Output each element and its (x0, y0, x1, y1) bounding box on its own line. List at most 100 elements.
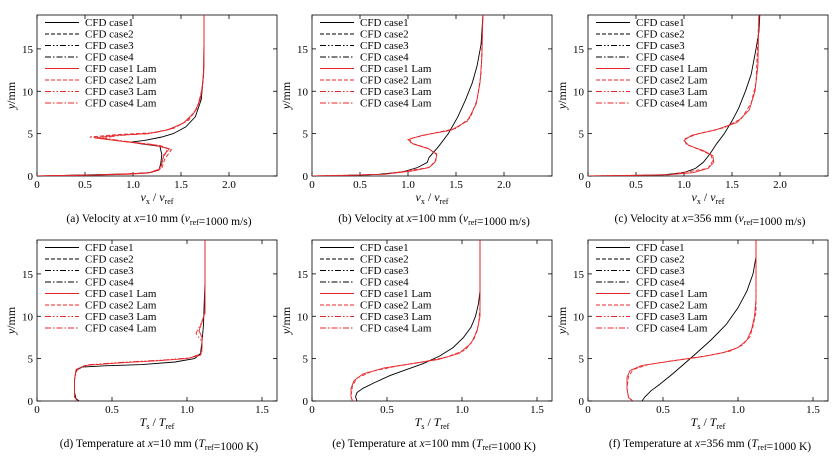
svg-text:vx / vref: vx / vref (692, 190, 725, 206)
series-line-cfd-case1-lam (350, 240, 481, 401)
x-axis-label: Ts / Tref (415, 415, 450, 431)
legend-entry: CFD case2 Lam (636, 300, 708, 312)
x-tick-label: 0 (585, 179, 591, 191)
x-tick-label: 0.5 (629, 179, 643, 191)
y-tick-label: 5 (579, 354, 585, 366)
x-axis-label: Ts / Tref (140, 415, 175, 431)
plot-frame (587, 239, 829, 402)
plot-frame (311, 14, 553, 177)
legend-entry: CFD case3 (85, 40, 134, 52)
series-line-cfd-case1 (641, 240, 757, 401)
legend-entry: CFD case3 Lam (360, 311, 432, 323)
x-tick-label: 0 (309, 179, 315, 191)
x-tick-label: 1.0 (677, 179, 691, 191)
legend-entry: CFD case3 (636, 40, 685, 52)
y-tick-label: 10 (573, 86, 585, 98)
y-axis-label: y/mm (4, 306, 18, 335)
legend-entry: CFD case2 Lam (360, 300, 432, 312)
y-tick-label: 5 (28, 129, 34, 141)
x-tick-label: 1.5 (806, 404, 820, 416)
panel-b: 0 0.5 1.0 1.5 2.0 0 5 10 15 vx / vref y/mm CFD case… (279, 14, 553, 228)
y-tick-label: 15 (22, 269, 34, 281)
legend-entry: CFD case4 Lam (360, 323, 432, 335)
x-tick-label: 0.5 (380, 404, 394, 416)
panel-caption: (f) Temperature at x=356 mm (Tref=1000 K… (609, 438, 811, 453)
x-axis-label: vx / vref (141, 190, 174, 206)
x-tick-label: 1.0 (401, 179, 415, 191)
x-tick-label: 2.0 (222, 179, 236, 191)
legend-entry: CFD case4 Lam (360, 98, 432, 110)
legend-entry: CFD case3 (360, 40, 409, 52)
legend-entry: CFD case4 (85, 52, 134, 64)
panel-caption: (b) Velocity at x=100 mm (vref=1000 m/s) (338, 213, 530, 228)
legend-entry: CFD case4 (636, 277, 685, 289)
legend-entry: CFD case4 Lam (85, 98, 157, 110)
y-tick-label: 0 (28, 171, 34, 183)
legend-entry: CFD case1 (85, 242, 134, 254)
svg-text:Ts / Tref: Ts / Tref (691, 415, 726, 431)
x-tick-label: 1.5 (530, 404, 544, 416)
x-tick-label: 0 (34, 404, 40, 416)
x-tick-label: 1.0 (180, 404, 194, 416)
legend-entry: CFD case2 (360, 29, 409, 41)
x-tick-label: 1.5 (174, 179, 188, 191)
svg-text:vx / vref: vx / vref (416, 190, 449, 206)
svg-text:Ts / Tref: Ts / Tref (140, 415, 175, 431)
y-axis-label: y/mm (279, 306, 293, 335)
y-tick-label: 15 (22, 44, 34, 56)
series-line-cfd-case4-lam (37, 15, 205, 176)
x-axis-label: vx / vref (692, 190, 725, 206)
legend-entry: CFD case2 Lam (636, 75, 708, 87)
x-tick-label: 1.0 (455, 404, 469, 416)
y-axis-label: y/mm (555, 81, 569, 110)
legend-entry: CFD case4 Lam (636, 323, 708, 335)
x-axis-label: Ts / Tref (691, 415, 726, 431)
x-tick-label: 1.0 (126, 179, 140, 191)
y-tick-label: 10 (297, 86, 309, 98)
plot-frame (587, 14, 829, 177)
series-line-cfd-case2-lam (350, 240, 481, 401)
legend-entry: CFD case1 Lam (636, 63, 708, 75)
panel-a: 0 0.5 1.0 1.5 2.0 0 5 10 15 vx / vref y/mm CFD case… (4, 14, 278, 228)
svg-text:vx / vref: vx / vref (141, 190, 174, 206)
legend-entry: CFD case1 (636, 242, 685, 254)
panel-caption: (e) Temperature at x=100 mm (Tref=1000 K… (332, 438, 536, 453)
y-tick-label: 0 (303, 171, 309, 183)
y-tick-label: 5 (579, 129, 585, 141)
y-tick-label: 15 (573, 269, 585, 281)
legend-entry: CFD case1 (360, 242, 409, 254)
series-line-cfd-case2-lam (626, 240, 757, 401)
y-tick-label: 0 (303, 396, 309, 408)
legend-entry: CFD case1 (85, 17, 134, 29)
plot-frame (311, 239, 553, 402)
legend-entry: CFD case4 (85, 277, 134, 289)
y-tick-label: 10 (22, 86, 34, 98)
legend-entry: CFD case4 Lam (85, 323, 157, 335)
legend-entry: CFD case2 (85, 254, 134, 266)
y-tick-label: 15 (297, 44, 309, 56)
legend-entry: CFD case3 Lam (636, 311, 708, 323)
x-tick-label: 1.5 (725, 179, 739, 191)
x-tick-label: 2.0 (773, 179, 787, 191)
legend-entry: CFD case4 (636, 52, 685, 64)
legend-entry: CFD case2 Lam (360, 75, 432, 87)
y-tick-label: 10 (297, 311, 309, 323)
y-tick-label: 0 (28, 396, 34, 408)
x-tick-label: 0.5 (353, 179, 367, 191)
legend-entry: CFD case4 (360, 52, 409, 64)
series-line-cfd-case1 (355, 240, 481, 401)
legend-entry: CFD case3 (360, 265, 409, 277)
legend-entry: CFD case3 Lam (85, 86, 157, 98)
x-tick-label: 1.5 (255, 404, 269, 416)
x-tick-label: 0 (585, 404, 591, 416)
legend-entry: CFD case1 (360, 17, 409, 29)
x-axis-label: vx / vref (416, 190, 449, 206)
x-tick-label: 0 (309, 404, 315, 416)
legend-entry: CFD case1 Lam (360, 63, 432, 75)
plot-frame (36, 14, 278, 177)
legend-entry: CFD case1 Lam (85, 63, 157, 75)
